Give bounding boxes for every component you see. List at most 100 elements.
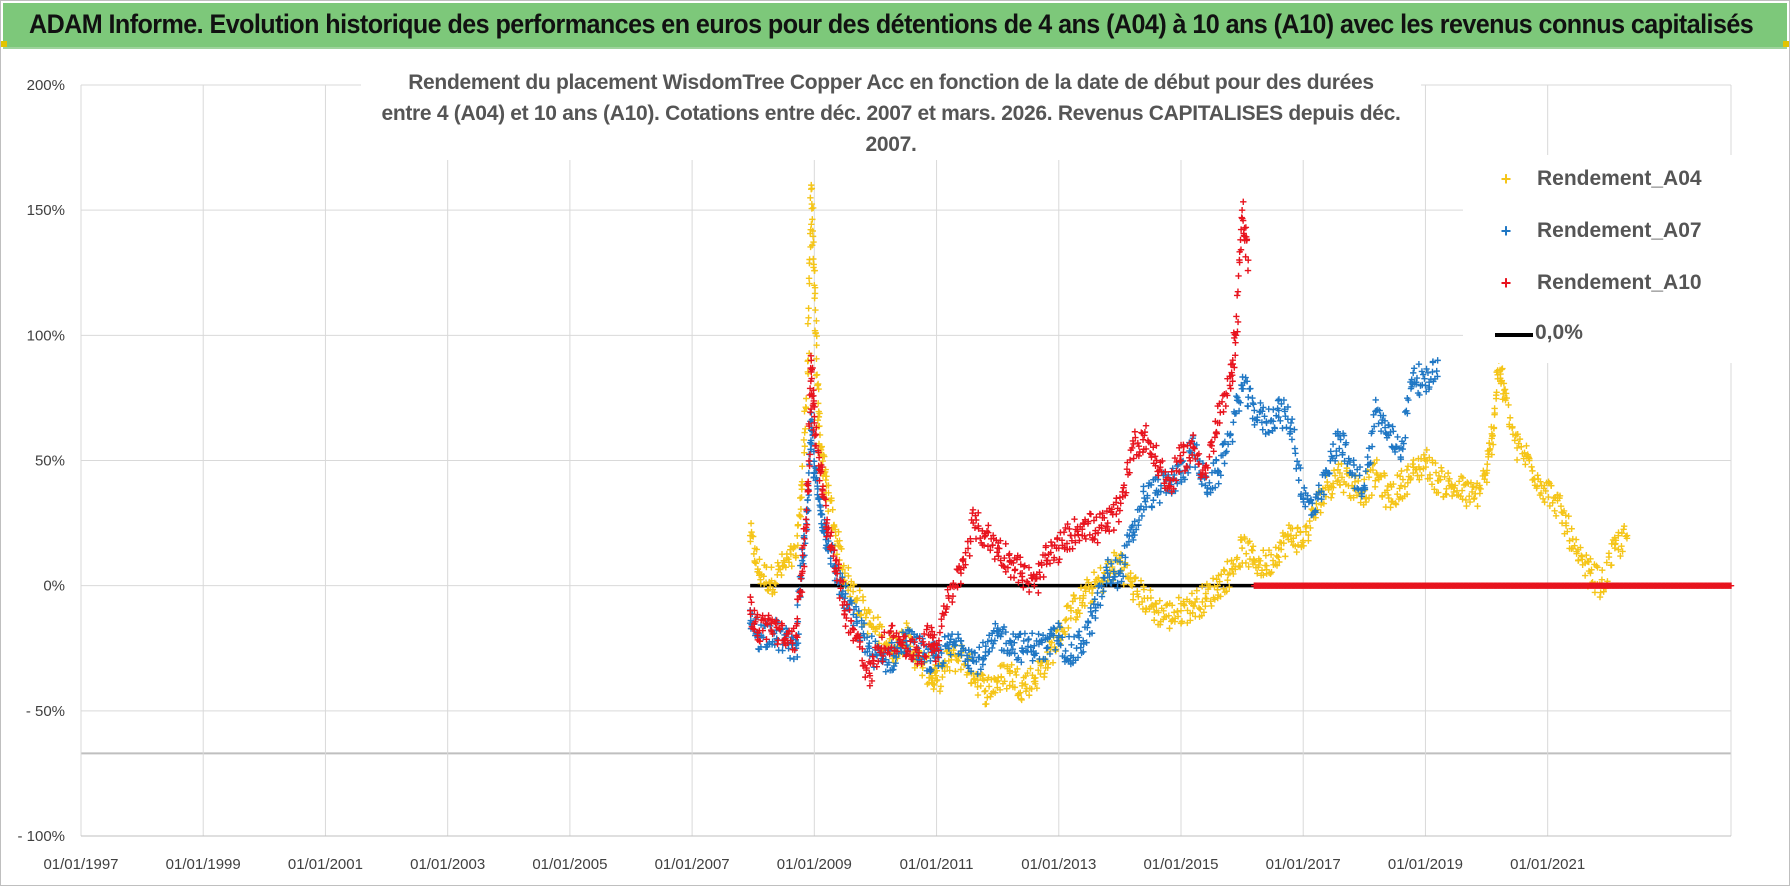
legend-label-a07: Rendement_A07 bbox=[1537, 219, 1702, 242]
a07-point bbox=[1233, 393, 1240, 400]
a07-point bbox=[1129, 522, 1136, 529]
a07-point bbox=[808, 440, 815, 448]
a10-point bbox=[1206, 453, 1213, 460]
a07-point bbox=[1405, 396, 1412, 404]
legend-marker-a04: + bbox=[1500, 169, 1512, 189]
a10-point bbox=[969, 506, 977, 513]
a04-point bbox=[1324, 482, 1331, 489]
a04-point bbox=[1549, 499, 1556, 506]
a04-point bbox=[831, 523, 838, 531]
a04-point bbox=[1065, 624, 1072, 632]
a07-point bbox=[1116, 558, 1124, 565]
a04-point bbox=[1048, 639, 1055, 646]
a04-point bbox=[1426, 471, 1434, 479]
a04-point bbox=[1355, 477, 1362, 485]
a04-point bbox=[1211, 596, 1218, 603]
a10-point bbox=[774, 636, 782, 644]
a07-point bbox=[842, 582, 849, 589]
a10-point bbox=[853, 632, 861, 639]
a10-point bbox=[1098, 524, 1105, 532]
a04-point bbox=[1198, 583, 1206, 590]
a07-point bbox=[1169, 465, 1176, 472]
a10-point bbox=[1081, 532, 1088, 539]
a04-point bbox=[1300, 537, 1307, 544]
a07-point bbox=[1000, 623, 1008, 631]
a07-point bbox=[1377, 428, 1385, 435]
a10-point bbox=[769, 630, 776, 638]
a10-point bbox=[875, 643, 882, 651]
a10-point bbox=[983, 528, 991, 535]
a07-point bbox=[1080, 637, 1087, 644]
a04-point bbox=[823, 473, 830, 480]
a10-point bbox=[1043, 557, 1050, 564]
a07-point bbox=[1198, 480, 1205, 488]
a07-point bbox=[1331, 457, 1339, 465]
a04-point bbox=[1466, 493, 1473, 500]
a04-point bbox=[1220, 566, 1228, 574]
a10-point bbox=[768, 620, 775, 627]
a04-point bbox=[1249, 543, 1257, 550]
a04-point bbox=[894, 655, 901, 662]
a04-point bbox=[774, 559, 781, 566]
a04-point bbox=[1410, 469, 1417, 477]
a07-point bbox=[1288, 436, 1296, 443]
a04-point bbox=[808, 242, 816, 249]
a04-point bbox=[1041, 673, 1048, 681]
a07-point bbox=[1002, 628, 1009, 636]
a10-point bbox=[1050, 556, 1058, 564]
x-tick-label: 01/01/1999 bbox=[166, 856, 241, 873]
a10-point bbox=[1191, 445, 1198, 452]
a07-point bbox=[1287, 425, 1294, 432]
a04-point bbox=[903, 620, 910, 627]
y-tick-label: - 100% bbox=[17, 828, 65, 845]
a10-point bbox=[748, 599, 755, 606]
a04-point bbox=[810, 255, 817, 263]
a07-point bbox=[1130, 536, 1137, 544]
a04-point bbox=[853, 594, 861, 602]
a04-point bbox=[980, 677, 988, 684]
a10-point bbox=[1218, 398, 1226, 406]
a10-point bbox=[1153, 442, 1160, 449]
a07-point bbox=[1104, 556, 1112, 564]
a07-point bbox=[1110, 568, 1117, 575]
a10-point bbox=[1213, 430, 1220, 437]
a07-point bbox=[759, 634, 767, 641]
a07-point bbox=[816, 496, 823, 503]
a04-point bbox=[1505, 401, 1512, 409]
a04-point bbox=[1214, 582, 1221, 589]
a07-point bbox=[1422, 382, 1429, 389]
a07-point bbox=[1128, 532, 1136, 539]
a04-point bbox=[1109, 563, 1116, 571]
a07-point bbox=[1135, 521, 1142, 529]
a10-point bbox=[813, 424, 820, 431]
a04-point bbox=[810, 238, 817, 246]
a10-point bbox=[997, 537, 1004, 544]
a10-point bbox=[1190, 444, 1197, 452]
a04-point bbox=[1132, 574, 1139, 581]
a10-point bbox=[798, 589, 806, 596]
legend-line-zero bbox=[1495, 333, 1533, 337]
a04-point bbox=[1147, 587, 1154, 594]
a07-point bbox=[1032, 650, 1040, 657]
a04-point bbox=[1513, 456, 1521, 464]
a10-point bbox=[977, 534, 984, 542]
a04-point bbox=[1246, 538, 1253, 545]
a10-point bbox=[791, 646, 798, 654]
a10-point bbox=[816, 477, 823, 484]
a04-point bbox=[1199, 598, 1206, 606]
a10-point bbox=[1151, 453, 1159, 460]
a04-point bbox=[984, 694, 991, 701]
a04-point bbox=[800, 436, 808, 444]
a07-point bbox=[786, 654, 794, 662]
a10-point bbox=[916, 635, 923, 642]
a04-point bbox=[809, 204, 817, 212]
a04-point bbox=[811, 295, 818, 302]
a04-point bbox=[749, 533, 757, 540]
a10-point bbox=[1092, 527, 1099, 534]
a07-point bbox=[940, 659, 947, 667]
a10-point bbox=[879, 652, 887, 660]
a07-point bbox=[1215, 480, 1222, 487]
a10-point bbox=[1056, 556, 1063, 563]
x-tick-label: 01/01/2009 bbox=[777, 856, 852, 873]
a07-point bbox=[839, 574, 846, 581]
